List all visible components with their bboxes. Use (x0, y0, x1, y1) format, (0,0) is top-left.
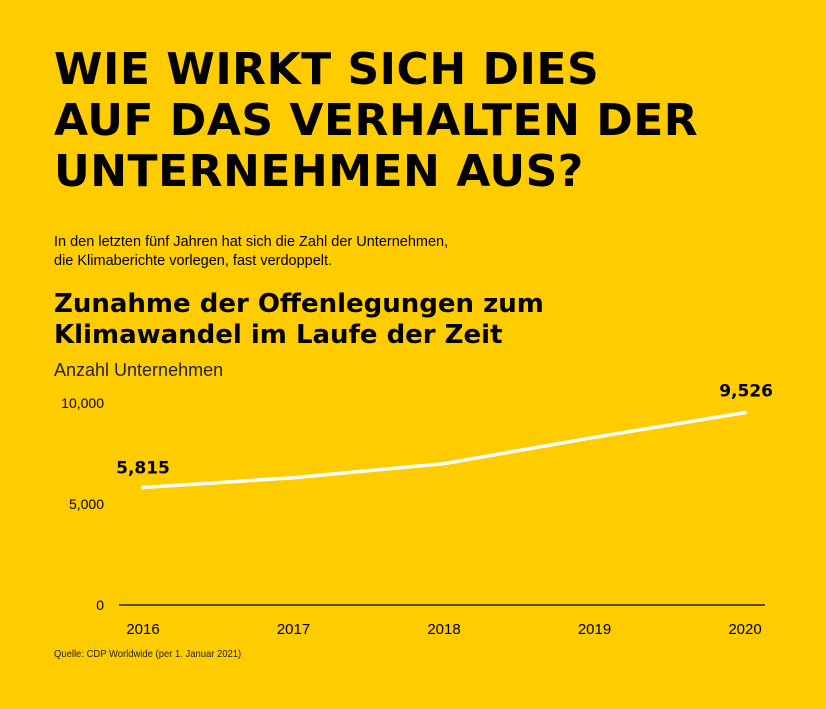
data-label: 9,526 (719, 382, 773, 402)
intro-line-2: die Klimaberichte vorlegen, fast verdopp… (54, 253, 333, 269)
y-tick-label: 0 (96, 597, 104, 613)
x-tick-label: 2020 (728, 621, 761, 638)
y-tick-label: 10,000 (61, 395, 104, 411)
source-note: Quelle: CDP Worldwide (per 1. Januar 202… (54, 648, 242, 660)
chart-title: Zunahme der Offenlegungen zum Klimawande… (54, 289, 754, 351)
data-point (442, 461, 446, 466)
headline-line-1: WIE WIRKT SICH DIES (54, 44, 600, 95)
chart-title-line-1: Zunahme der Offenlegungen zum (54, 289, 544, 319)
series-line (141, 410, 747, 490)
x-tick-label: 2016 (126, 621, 159, 638)
headline-line-3: UNTERNEHMEN AUS? (54, 146, 584, 197)
data-point (592, 435, 597, 440)
data-point (743, 410, 747, 415)
headline: WIE WIRKT SICH DIES AUF DAS VERHALTEN DE… (54, 44, 814, 197)
data-point (141, 485, 145, 490)
chart-title-line-2: Klimawandel im Laufe der Zeit (54, 320, 503, 350)
intro-line-1: In den letzten fünf Jahren hat sich die … (54, 234, 449, 250)
x-tick-label: 2017 (277, 621, 310, 638)
x-tick-label: 2019 (578, 621, 611, 638)
y-tick-label: 5,000 (69, 496, 104, 512)
intro-text: In den letzten fünf Jahren hat sich die … (54, 233, 614, 271)
data-point (291, 475, 296, 480)
data-label: 5,815 (116, 459, 170, 479)
headline-line-2: AUF DAS VERHALTEN DER (54, 95, 699, 146)
x-tick-label: 2018 (427, 621, 460, 638)
y-axis-label: Anzahl Unternehmen (54, 360, 224, 380)
